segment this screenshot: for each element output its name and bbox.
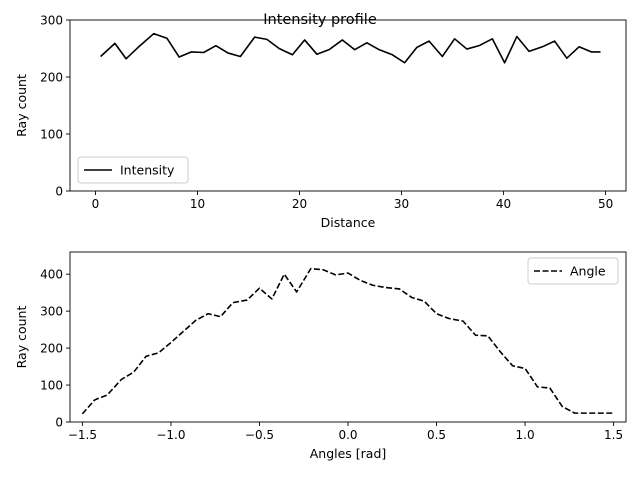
y-tick-label: 300 (40, 13, 63, 27)
x-tick-label: 1.0 (516, 428, 535, 442)
y-tick-label: 400 (40, 267, 63, 281)
legend-box (527, 257, 619, 285)
y-tick-label: 200 (40, 70, 63, 84)
x-axis-label: Distance (321, 215, 376, 230)
chart-1: 0 10 20 30 40 50 0 100 200 300 Distance Ray count In… (14, 13, 627, 230)
x-tick-label: 0 (92, 197, 100, 211)
x-axis-label: Angles [rad] (310, 446, 387, 461)
x-tick-label: 0.5 (427, 428, 446, 442)
legend-box (77, 156, 189, 184)
plot-frame (69, 19, 627, 192)
x-tick-label: 10 (190, 197, 205, 211)
x-tick-label: 40 (496, 197, 511, 211)
y-tick-label: 200 (40, 341, 63, 355)
x-tick-label: 1.5 (604, 428, 623, 442)
y-tick-label: 0 (55, 184, 63, 198)
chart-2: −1.5 −1.0 −0.5 0.0 0.5 1.0 1.5 0 100 200 300 400 Ang… (14, 251, 627, 461)
legend-label: Intensity (120, 163, 175, 178)
y-tick-label: 300 (40, 304, 63, 318)
x-tick-label: 0.0 (338, 428, 357, 442)
legend: Intensity (77, 156, 189, 184)
x-tick-label: −1.5 (68, 428, 97, 442)
legend: Angle (527, 257, 619, 285)
x-tick-label: −1.0 (156, 428, 185, 442)
legend-label: Angle (570, 264, 606, 279)
y-tick-label: 100 (40, 127, 63, 141)
y-tick-label: 100 (40, 378, 63, 392)
x-tick-label: 20 (292, 197, 307, 211)
series-line-angle (81, 267, 614, 415)
y-axis-label: Ray count (14, 74, 29, 137)
x-tick-label: −0.5 (245, 428, 274, 442)
x-tick-label: 50 (598, 197, 613, 211)
y-tick-label: 0 (55, 415, 63, 429)
y-axis-label: Ray count (14, 306, 29, 369)
series-line-intensity (100, 32, 601, 64)
x-tick-label: 30 (394, 197, 409, 211)
